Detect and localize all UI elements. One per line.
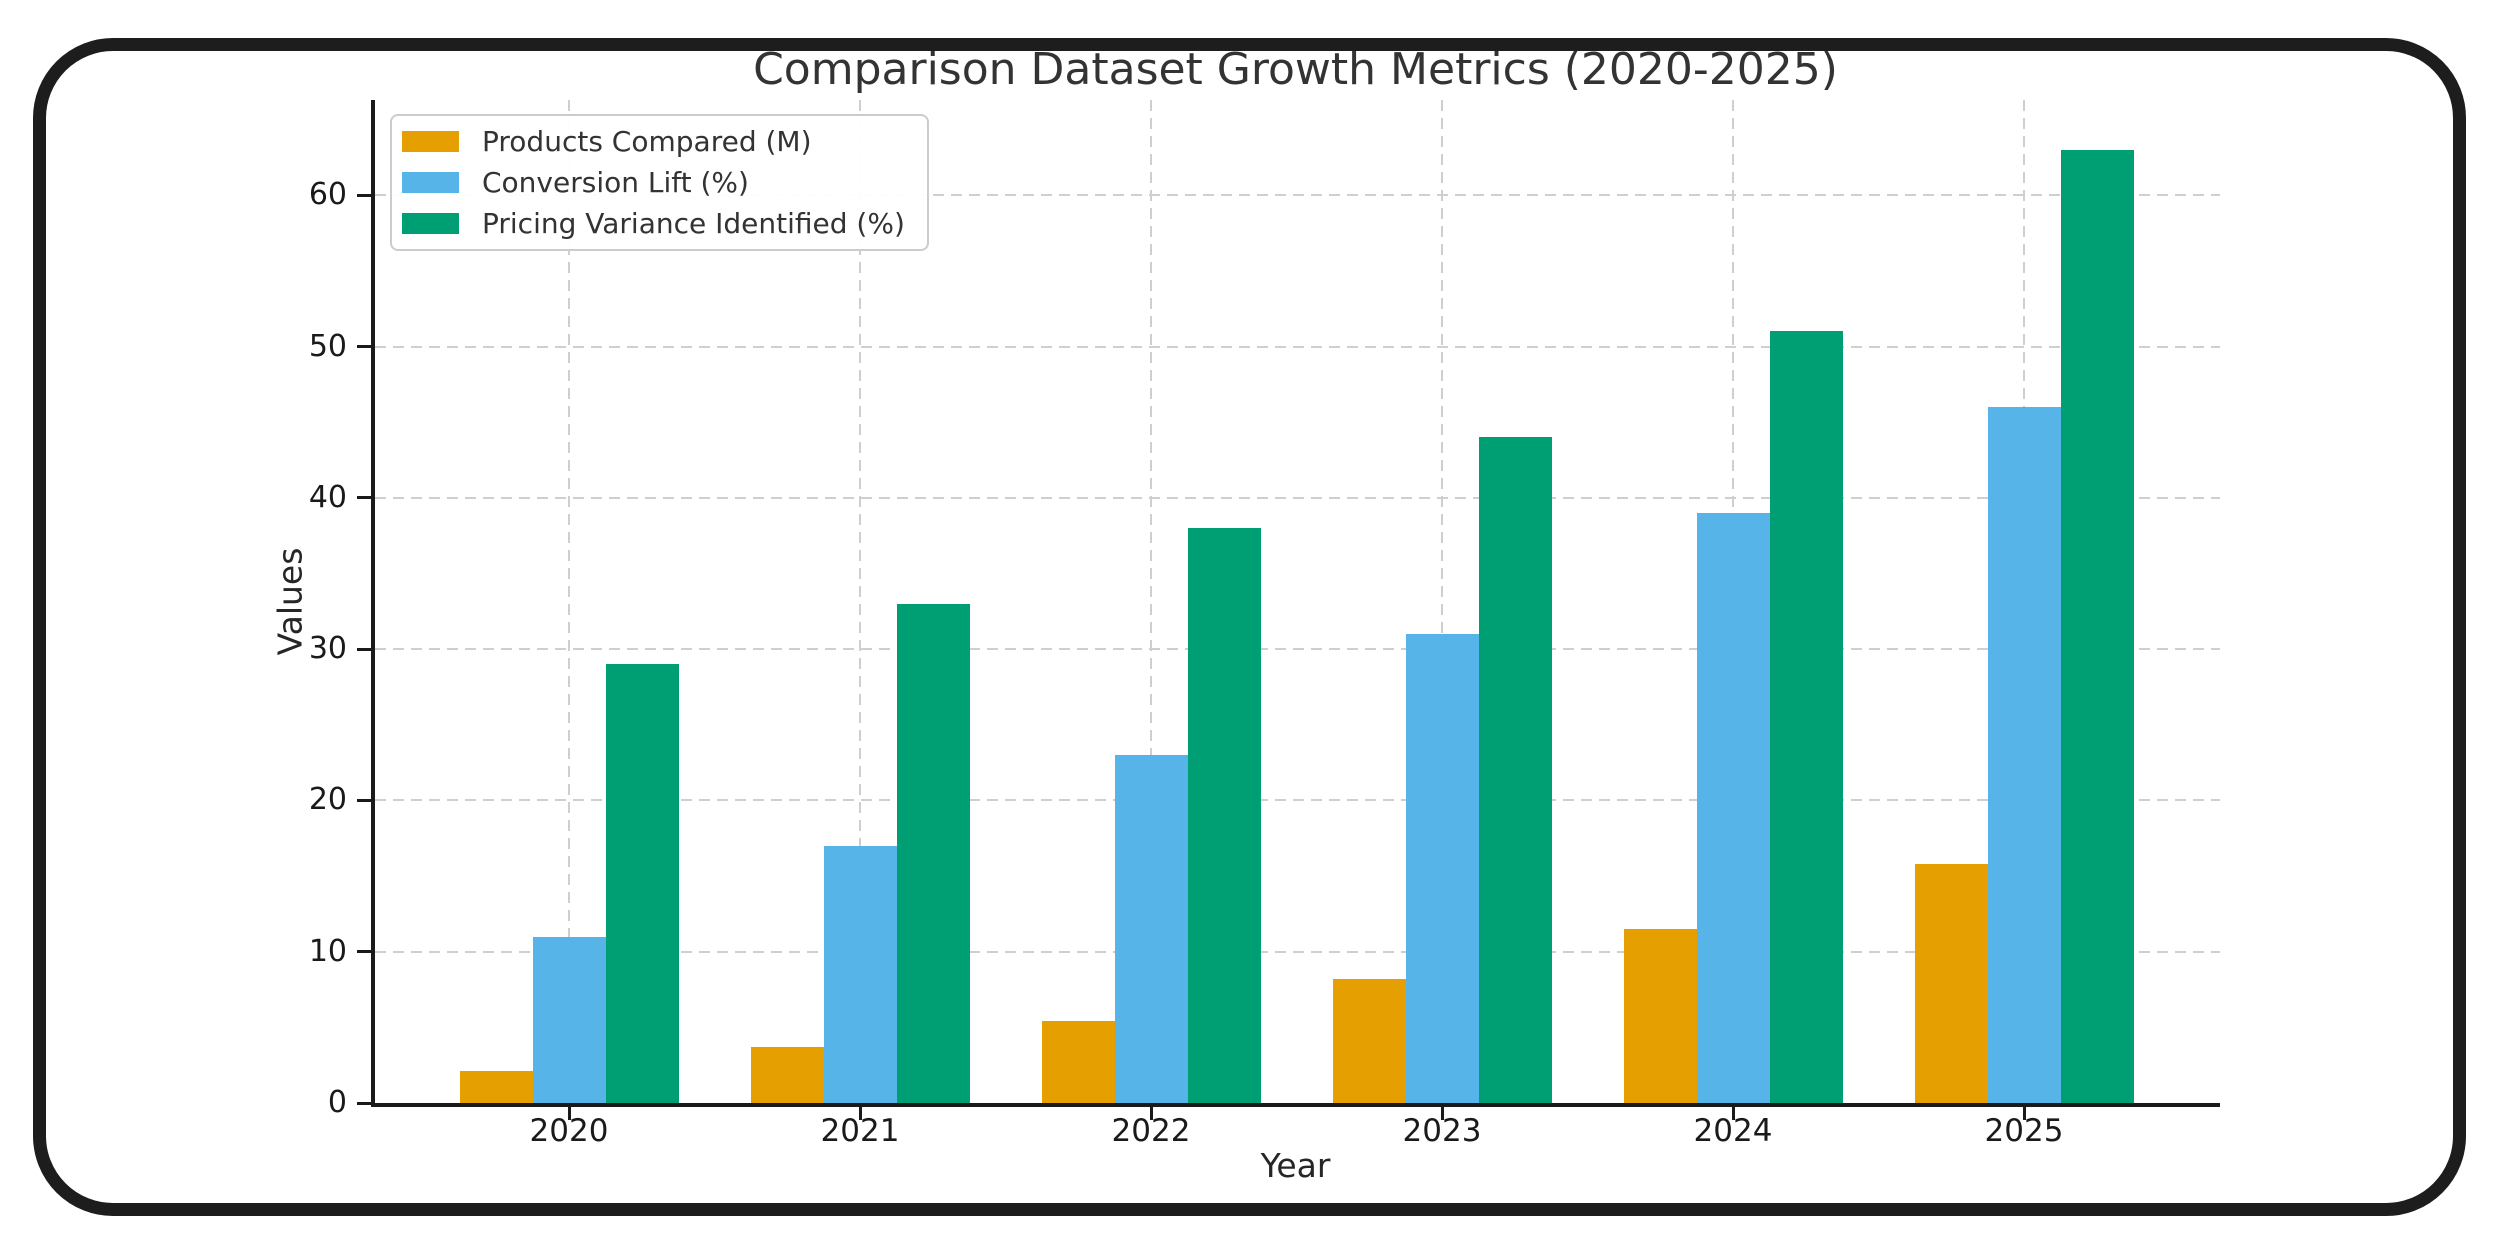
bar-2024-series1 xyxy=(1696,513,1770,1103)
bar-2023-series1 xyxy=(1405,634,1479,1103)
y-tick-mark xyxy=(357,193,371,197)
y-tick-label: 10 xyxy=(308,933,347,969)
x-tick-mark xyxy=(567,1107,571,1120)
x-tick-mark xyxy=(1731,1107,1735,1120)
bar-2024-series2 xyxy=(1769,331,1843,1103)
x-tick-mark xyxy=(858,1107,862,1120)
decorative-rounded-frame xyxy=(33,38,2466,1216)
x-tick-label: 2021 xyxy=(820,1113,900,1149)
y-tick-mark xyxy=(357,496,371,500)
bar-2023-series2 xyxy=(1478,437,1552,1103)
x-tick-mark xyxy=(2022,1107,2026,1120)
h-gridline xyxy=(375,950,2220,953)
bar-2022-series1 xyxy=(1114,755,1188,1103)
bar-2021-series1 xyxy=(823,845,897,1103)
bar-2025-series2 xyxy=(2060,149,2134,1103)
v-gridline xyxy=(859,100,861,1103)
bar-2023-series0 xyxy=(1332,978,1406,1103)
bar-2022-series2 xyxy=(1187,528,1261,1103)
v-gridline xyxy=(1441,100,1443,1103)
h-gridline xyxy=(375,799,2220,802)
y-tick-mark xyxy=(357,1101,371,1105)
bar-2025-series0 xyxy=(1914,863,1988,1103)
plot-area: 0 10 20 30 40 50 60 2020 2021 2022 2023 2024 2025 xyxy=(309,100,2220,1149)
bar-2021-series2 xyxy=(896,603,970,1103)
y-tick-mark xyxy=(357,345,371,349)
bar-2020-series0 xyxy=(459,1071,533,1103)
h-gridline xyxy=(375,194,2220,197)
v-gridline xyxy=(1150,100,1152,1103)
x-tick-label: 2024 xyxy=(1693,1113,1773,1149)
v-gridline xyxy=(568,100,570,1103)
legend-item-label: Pricing Variance Identified (%) xyxy=(482,207,905,240)
h-gridline xyxy=(375,496,2220,499)
legend-item-label: Products Compared (M) xyxy=(482,125,812,158)
chart-title: Comparison Dataset Growth Metrics (2020-… xyxy=(753,44,1838,95)
y-tick-label: 30 xyxy=(308,631,347,667)
y-tick-label: 20 xyxy=(308,782,347,818)
x-tick-label: 2023 xyxy=(1402,1113,1482,1149)
legend-item-label: Conversion Lift (%) xyxy=(482,166,749,199)
legend-swatch xyxy=(402,131,459,152)
x-axis-label: Year xyxy=(1260,1146,1331,1185)
h-gridline xyxy=(375,648,2220,651)
y-tick-mark xyxy=(357,798,371,802)
legend-item: Products Compared (M) xyxy=(402,121,905,162)
y-tick-label: 50 xyxy=(308,328,347,364)
bar-2020-series1 xyxy=(532,936,606,1103)
y-tick-mark xyxy=(357,647,371,651)
y-tick-mark xyxy=(357,950,371,954)
bar-2024-series0 xyxy=(1623,929,1697,1103)
x-tick-mark xyxy=(1440,1107,1444,1120)
bar-2025-series1 xyxy=(1987,407,2061,1103)
legend-item: Conversion Lift (%) xyxy=(402,162,905,203)
x-tick-mark xyxy=(1149,1107,1153,1120)
bar-2022-series0 xyxy=(1041,1021,1115,1103)
y-tick-label: 0 xyxy=(327,1085,347,1120)
bar-2021-series0 xyxy=(750,1047,824,1103)
legend: Products Compared (M) Conversion Lift (%)… xyxy=(390,114,929,251)
legend-swatch xyxy=(402,172,459,193)
h-gridline xyxy=(375,345,2220,348)
legend-item: Pricing Variance Identified (%) xyxy=(402,203,905,244)
x-tick-label: 2025 xyxy=(1984,1113,2064,1149)
x-tick-label: 2022 xyxy=(1111,1113,1191,1149)
bar-2020-series2 xyxy=(605,664,679,1103)
x-tick-label: 2020 xyxy=(529,1113,609,1149)
legend-swatch xyxy=(402,213,459,234)
y-tick-label: 60 xyxy=(308,177,347,213)
y-tick-label: 40 xyxy=(308,479,347,515)
